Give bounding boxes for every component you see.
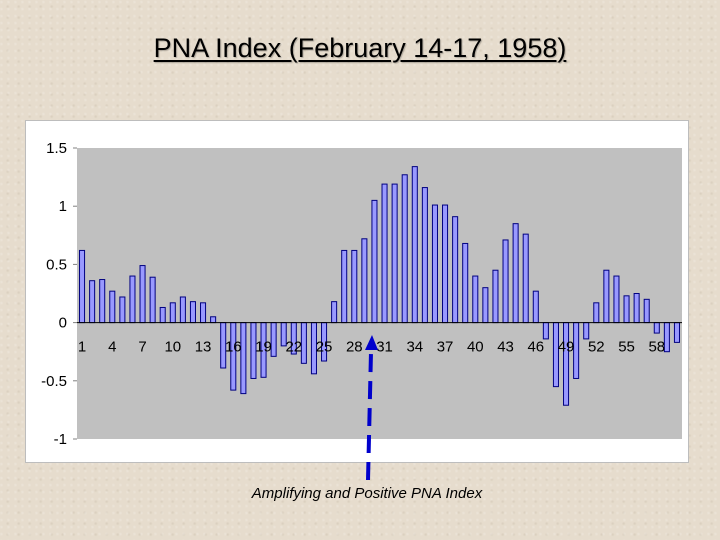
bar-56: [633, 293, 640, 324]
bar-28: [351, 249, 358, 324]
x-tick-label: 55: [618, 339, 635, 356]
bar-60: [673, 322, 680, 343]
x-tick-label: 40: [467, 339, 484, 356]
bar-52: [593, 302, 600, 324]
x-tick-label: 58: [648, 339, 665, 356]
bar-11: [179, 296, 186, 324]
x-tick-label: 4: [108, 339, 116, 356]
bar-40: [472, 275, 479, 324]
x-tick-label: 37: [437, 339, 454, 356]
chart-frame: -1 -0.5 0 0.5 1 1.5 1 4 7 10 13 16 19 22 25 28 31 34 37 40…: [25, 120, 689, 463]
x-tick-label: 1: [78, 339, 86, 356]
bar-49: [563, 322, 570, 406]
bar-29: [361, 238, 368, 324]
bar-47: [542, 322, 549, 340]
bar-31: [381, 183, 388, 324]
bar-37: [442, 204, 449, 324]
y-tick-label: 1.5: [46, 140, 67, 157]
bar-12: [189, 301, 196, 324]
x-tick-label: 13: [195, 339, 212, 356]
bar-51: [583, 322, 590, 340]
bar-4: [109, 290, 116, 324]
bar-41: [482, 287, 489, 324]
arrow-caption: Amplifying and Positive PNA Index: [251, 485, 483, 502]
x-tick-label: 25: [316, 339, 333, 356]
bar-26: [331, 301, 338, 324]
x-tick-label: 31: [376, 339, 393, 356]
x-tick-label: 7: [138, 339, 146, 356]
bar-36: [431, 204, 438, 324]
bar-9: [159, 306, 166, 324]
bar-14: [210, 316, 217, 324]
x-tick-label: 46: [527, 339, 544, 356]
bar-13: [200, 302, 207, 324]
y-tick-label: 1: [59, 198, 67, 215]
y-tick-label: -1: [54, 431, 67, 448]
bar-54: [613, 275, 620, 324]
bar-46: [532, 290, 539, 324]
bar-58: [653, 322, 660, 334]
bar-44: [512, 223, 519, 324]
x-tick-label: 34: [406, 339, 423, 356]
x-tick-label: 49: [558, 339, 575, 356]
x-axis-tick-labels: 1 4 7 10 13 16 19 22 25 28 31 34 37 40 43 46 49 52 55 58: [78, 339, 665, 356]
bar-33: [401, 174, 408, 324]
y-tick-label: 0.5: [46, 256, 67, 273]
bar-17: [240, 322, 247, 395]
bar-53: [603, 269, 610, 324]
bar-57: [643, 298, 650, 324]
x-tick-label: 19: [255, 339, 272, 356]
bar-43: [502, 239, 509, 324]
bar-32: [391, 183, 398, 324]
bar-5: [119, 296, 126, 324]
bar-55: [623, 295, 630, 324]
bar-2: [89, 280, 96, 324]
x-tick-label: 22: [285, 339, 302, 356]
bar-16: [230, 322, 237, 391]
bar-10: [169, 302, 176, 324]
bar-series: [79, 166, 680, 406]
bar-7: [139, 265, 146, 324]
bar-30: [371, 199, 378, 324]
bar-38: [452, 216, 459, 324]
plot-area: [77, 148, 682, 439]
x-tick-label: 43: [497, 339, 514, 356]
y-tick-label: -0.5: [41, 373, 67, 390]
x-tick-label: 16: [225, 339, 242, 356]
bar-39: [462, 242, 469, 324]
x-tick-label: 52: [588, 339, 605, 356]
bar-45: [522, 233, 529, 324]
y-axis: -1 -0.5 0 0.5 1 1.5: [41, 140, 77, 448]
bar-35: [421, 187, 428, 324]
slide-title: PNA Index (February 14-17, 1958): [153, 33, 567, 63]
x-tick-label: 10: [164, 339, 181, 356]
bar-1: [79, 249, 86, 324]
bar-6: [129, 275, 136, 324]
bar-3: [99, 279, 106, 324]
bar-42: [492, 269, 499, 324]
bar-27: [341, 249, 348, 324]
bar-8: [149, 276, 156, 324]
pna-index-bar-chart: -1 -0.5 0 0.5 1 1.5 1 4 7 10 13 16 19 22 25 28 31 34 37 40…: [41, 140, 682, 448]
y-tick-label: 0: [59, 315, 67, 332]
bar-34: [411, 166, 418, 324]
x-tick-label: 28: [346, 339, 363, 356]
